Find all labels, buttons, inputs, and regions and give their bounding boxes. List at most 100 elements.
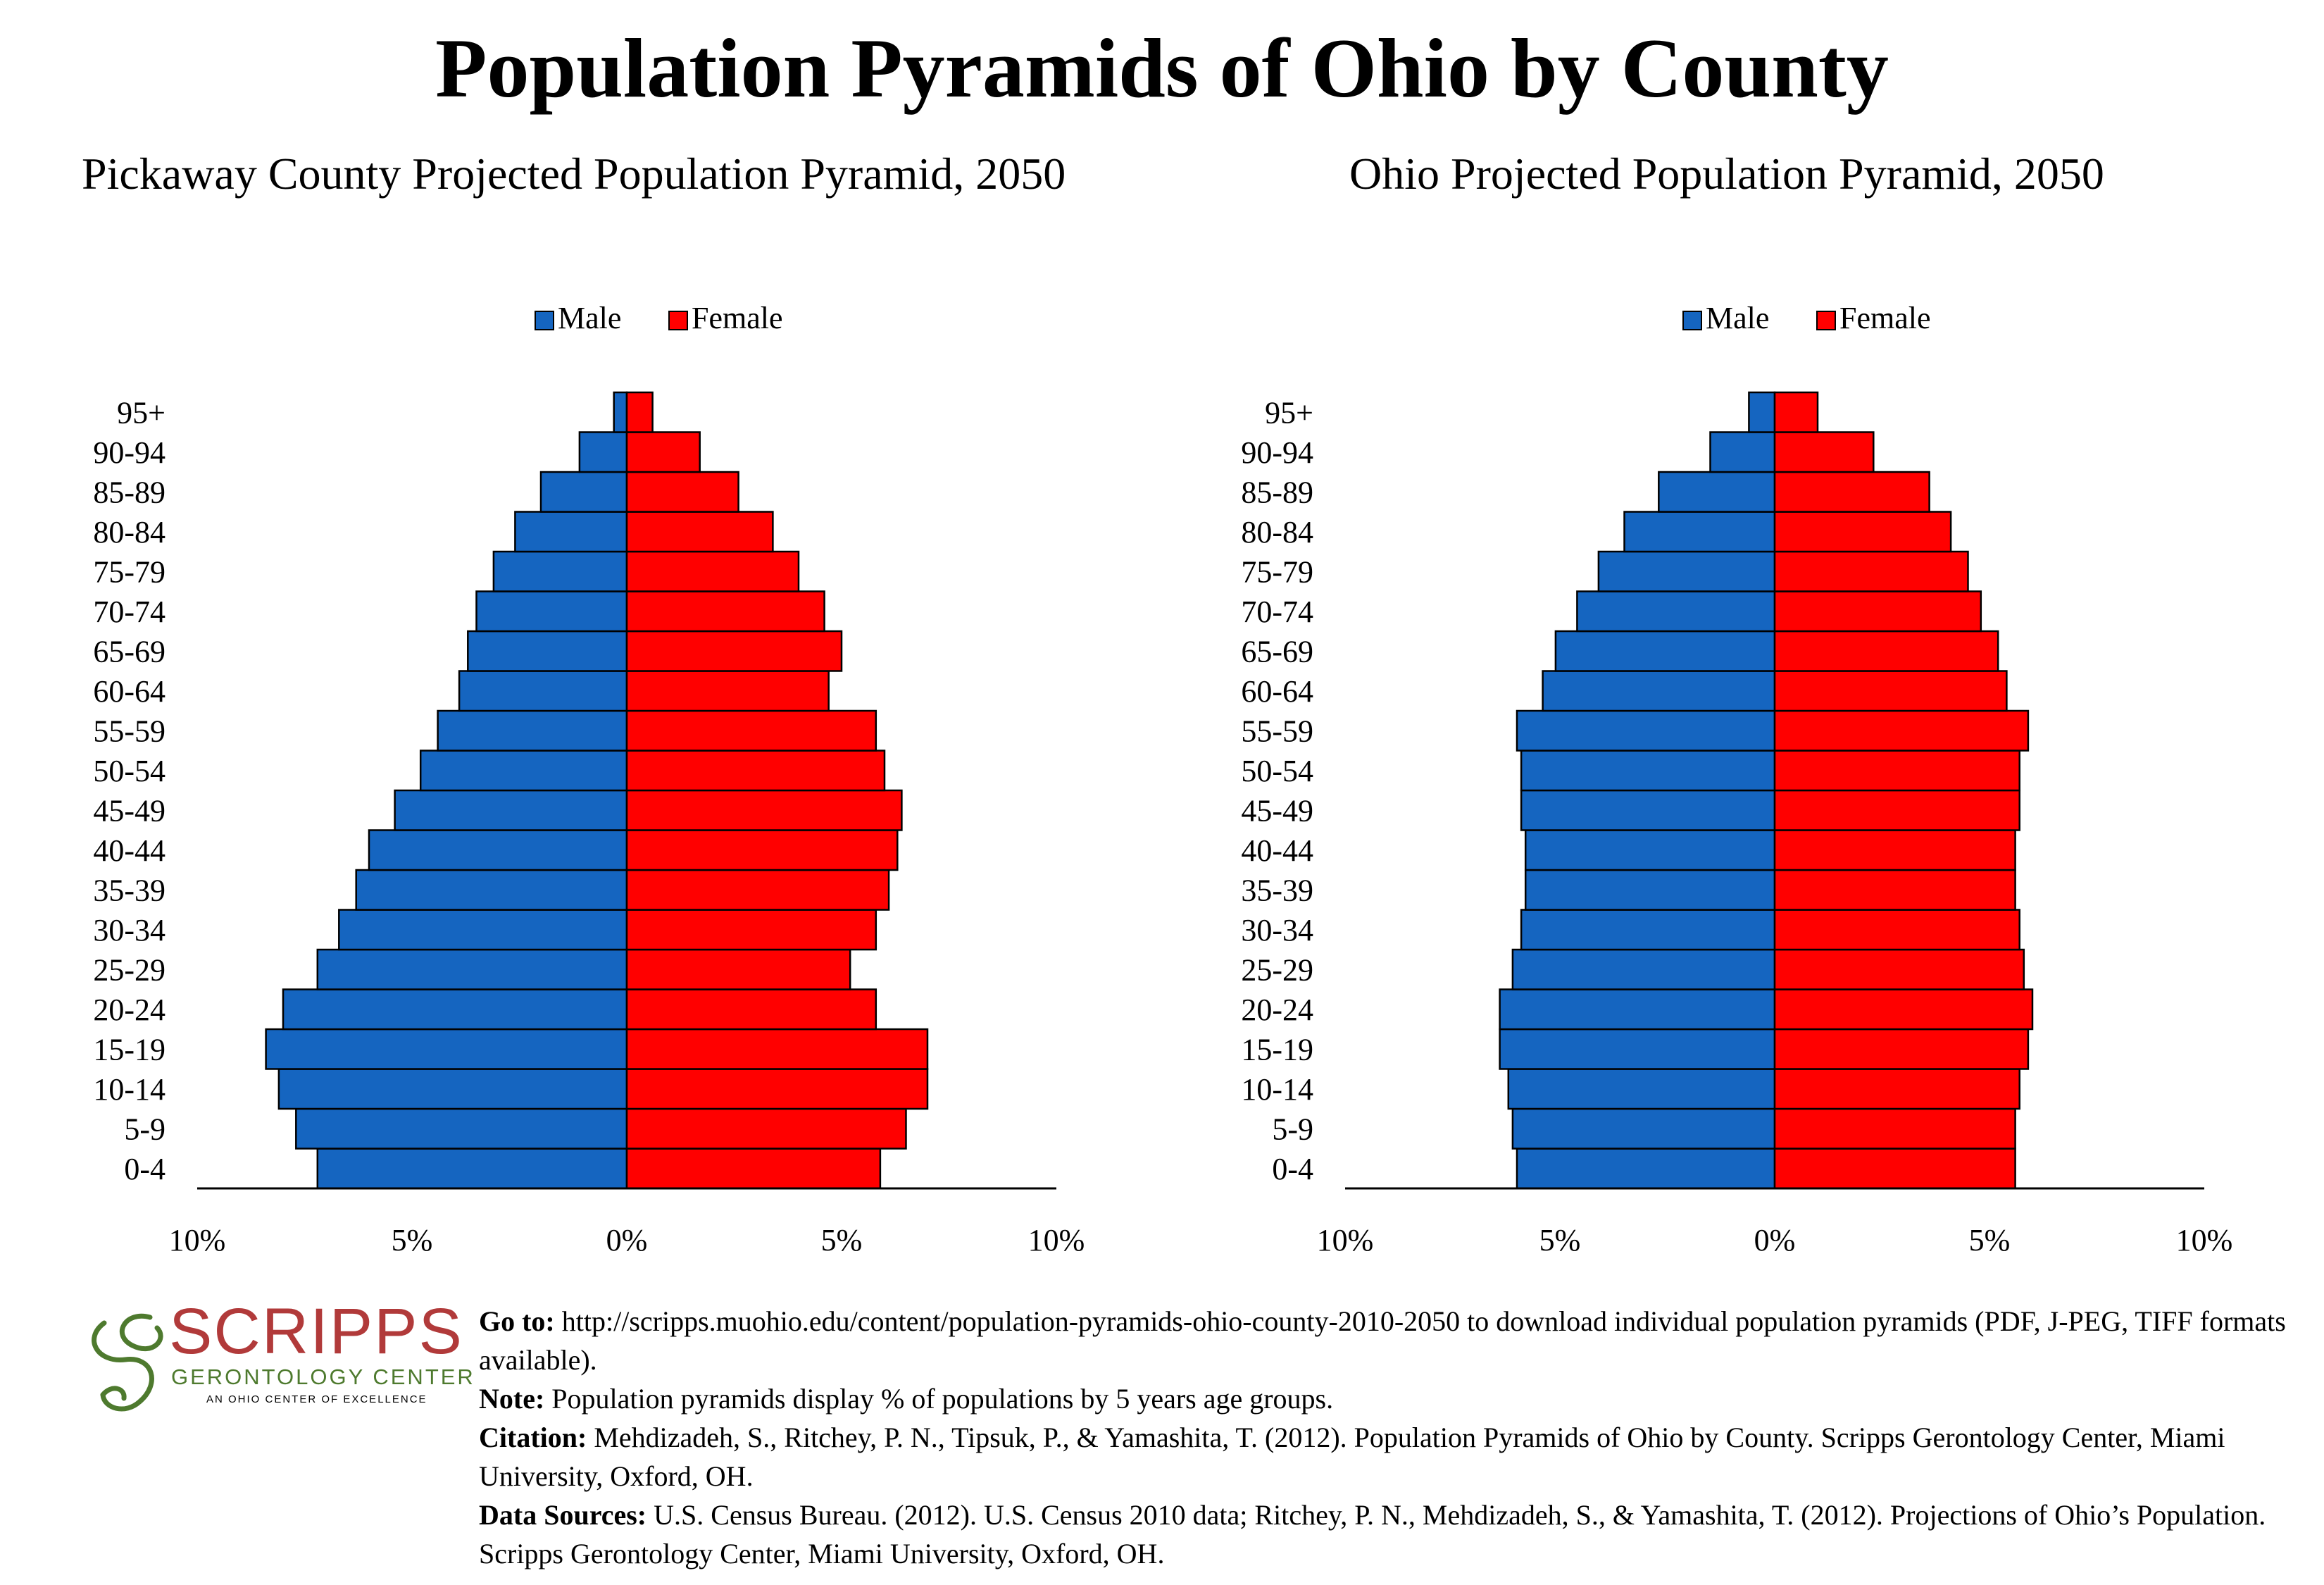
ohio-female-bar-10-14 <box>1773 1068 2020 1110</box>
ohio-male-bar-15-19 <box>1499 1028 1776 1070</box>
ohio-female-bar-60-64 <box>1773 670 2008 712</box>
ohio-female-bar-65-69 <box>1773 630 1999 672</box>
ohio-legend-female-label: Female <box>1839 301 1931 335</box>
goto-label: Go to: <box>479 1305 555 1337</box>
pickaway-x-tick-label-2: 0% <box>606 1223 648 1257</box>
pickaway-female-bar-40-44 <box>625 829 899 871</box>
ohio-category-label-95+: 95+ <box>1265 395 1313 430</box>
pickaway-male-bar-50-54 <box>419 750 628 792</box>
ohio-female-bar-95+ <box>1773 391 1819 433</box>
ohio-female-bar-45-49 <box>1773 789 2020 831</box>
pickaway-male-bar-20-24 <box>282 988 628 1031</box>
ohio-pyramid-svg: Male Female 0-4 5-9 10-14 15-19 20-24 25-29 30-3… <box>1241 301 2232 1257</box>
pickaway-category-label-10-14: 10-14 <box>93 1072 165 1107</box>
pickaway-x-tick-label-0: 10% <box>169 1223 226 1257</box>
ohio-male-bar-65-69 <box>1554 630 1776 672</box>
ohio-category-label-15-19: 15-19 <box>1241 1032 1313 1067</box>
ohio-x-tick-label-1: 5% <box>1539 1223 1581 1257</box>
citation: Citation: Mehdizadeh, S., Ritchey, P. N.… <box>479 1418 2310 1496</box>
pickaway-x-tick-label-3: 5% <box>821 1223 863 1257</box>
pickaway-female-bar-50-54 <box>625 750 886 792</box>
pickaway-female-bar-15-19 <box>625 1028 929 1070</box>
pickaway-category-label-40-44: 40-44 <box>93 833 165 868</box>
ohio-female-bar-80-84 <box>1773 511 1952 553</box>
ohio-male-bar-25-29 <box>1511 948 1776 990</box>
pickaway-category-label-45-49: 45-49 <box>93 793 165 828</box>
ohio-category-label-75-79: 75-79 <box>1241 554 1313 589</box>
pickaway-male-bar-90-94 <box>578 431 628 473</box>
ohio-female-bar-85-89 <box>1773 471 1930 513</box>
pickaway-category-label-55-59: 55-59 <box>93 714 165 748</box>
pickaway-male-bar-15-19 <box>265 1028 628 1070</box>
pickaway-female-bar-5-9 <box>625 1107 907 1150</box>
ohio-male-bar-90-94 <box>1709 431 1776 473</box>
pickaway-x-tick-label-1: 5% <box>392 1223 433 1257</box>
ohio-female-bar-15-19 <box>1773 1028 2030 1070</box>
pickaway-female-bar-0-4 <box>625 1148 882 1190</box>
ohio-female-bar-50-54 <box>1773 750 2020 792</box>
pickaway-category-label-5-9: 5-9 <box>124 1112 165 1146</box>
ohio-female-bar-75-79 <box>1773 550 1969 592</box>
ohio-female-bar-20-24 <box>1773 988 2034 1031</box>
ohio-legend-male-label: Male <box>1706 301 1769 335</box>
ohio-female-bar-25-29 <box>1773 948 2025 990</box>
ohio-female-bar-35-39 <box>1773 869 2016 911</box>
pickaway-male-bar-40-44 <box>368 829 628 871</box>
right-chart-title: Ohio Projected Population Pyramid, 2050 <box>1349 149 2104 199</box>
pickaway-male-bar-30-34 <box>338 909 628 951</box>
pickaway-legend-female-swatch <box>668 311 688 330</box>
ohio-female-bar-70-74 <box>1773 590 1982 633</box>
ohio-category-label-55-59: 55-59 <box>1241 714 1313 748</box>
pickaway-category-label-75-79: 75-79 <box>93 554 165 589</box>
pickaway-legend-female-label: Female <box>692 301 783 335</box>
ohio-category-label-10-14: 10-14 <box>1241 1072 1313 1107</box>
ohio-category-label-70-74: 70-74 <box>1241 595 1313 629</box>
note-label: Note: <box>479 1383 545 1415</box>
ohio-category-label-45-49: 45-49 <box>1241 793 1313 828</box>
ohio-male-bar-30-34 <box>1520 909 1776 951</box>
pickaway-male-bar-0-4 <box>316 1148 628 1190</box>
ohio-male-bar-5-9 <box>1511 1107 1776 1150</box>
left-chart-title: Pickaway County Projected Population Pyr… <box>82 149 1066 199</box>
ohio-male-bar-80-84 <box>1623 511 1776 553</box>
pickaway-male-bar-85-89 <box>539 471 628 513</box>
pickaway-male-bar-25-29 <box>316 948 628 990</box>
pickaway-male-bar-10-14 <box>277 1068 628 1110</box>
pickaway-category-label-50-54: 50-54 <box>93 754 165 788</box>
pickaway-category-label-20-24: 20-24 <box>93 993 165 1027</box>
pickaway-male-bar-75-79 <box>492 550 628 592</box>
pickaway-category-label-70-74: 70-74 <box>93 595 165 629</box>
ohio-category-label-80-84: 80-84 <box>1241 515 1313 549</box>
ohio-pyramid-chart: Male Female 0-4 5-9 10-14 15-19 20-24 25-29 30-3… <box>1204 268 2324 1268</box>
ohio-category-label-0-4: 0-4 <box>1272 1152 1313 1186</box>
pickaway-category-label-80-84: 80-84 <box>93 515 165 549</box>
ohio-male-bar-0-4 <box>1516 1148 1776 1190</box>
ohio-category-label-5-9: 5-9 <box>1272 1112 1313 1146</box>
sources-label: Data Sources: <box>479 1499 647 1531</box>
ohio-female-bar-90-94 <box>1773 431 1875 473</box>
pickaway-male-bar-80-84 <box>514 511 628 553</box>
pickaway-category-label-35-39: 35-39 <box>93 873 165 907</box>
pickaway-male-bar-60-64 <box>458 670 628 712</box>
pickaway-female-bar-20-24 <box>625 988 877 1031</box>
sources-text: U.S. Census Bureau. (2012). U.S. Census … <box>479 1499 2266 1570</box>
swirl-icon <box>92 1313 163 1412</box>
pickaway-category-label-90-94: 90-94 <box>93 435 165 470</box>
note: Note: Population pyramids display % of p… <box>479 1379 2310 1418</box>
pickaway-male-bar-95+ <box>613 391 628 433</box>
citation-label: Citation: <box>479 1422 587 1453</box>
pickaway-female-bar-70-74 <box>625 590 825 633</box>
ohio-female-bar-30-34 <box>1773 909 2020 951</box>
ohio-category-label-40-44: 40-44 <box>1241 833 1313 868</box>
pickaway-female-bar-45-49 <box>625 789 903 831</box>
footer-notes: Go to: http://scripps.muohio.edu/content… <box>479 1302 2310 1573</box>
pickaway-female-bar-85-89 <box>625 471 739 513</box>
ohio-legend-male-swatch <box>1682 311 1702 330</box>
pickaway-female-bar-30-34 <box>625 909 877 951</box>
ohio-male-bar-20-24 <box>1499 988 1776 1031</box>
pickaway-category-label-95+: 95+ <box>117 395 165 430</box>
ohio-male-bar-60-64 <box>1542 670 1776 712</box>
ohio-category-label-50-54: 50-54 <box>1241 754 1313 788</box>
ohio-male-bar-50-54 <box>1520 750 1776 792</box>
pickaway-female-bar-65-69 <box>625 630 843 672</box>
